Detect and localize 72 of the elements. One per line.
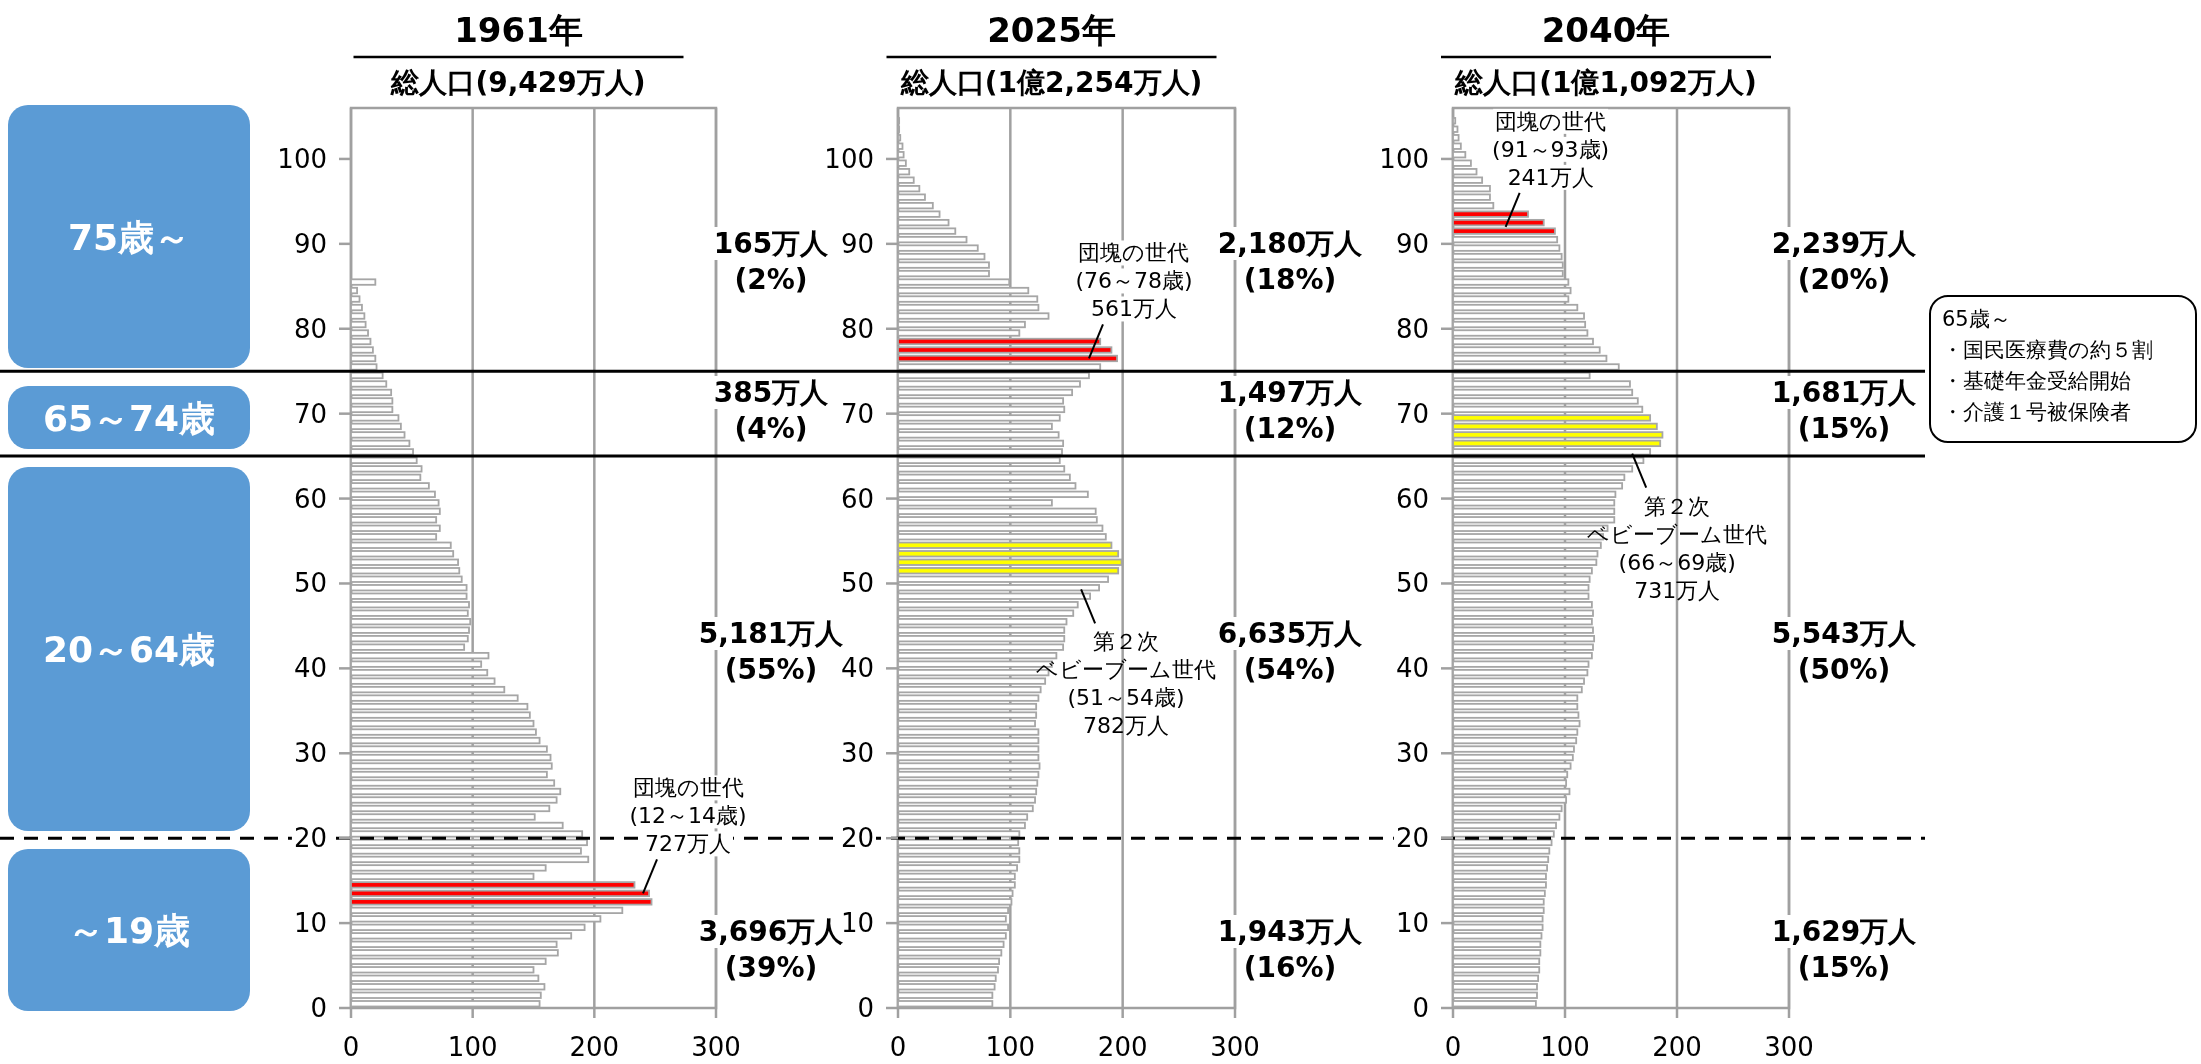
y-tick-label: 30 — [293, 738, 327, 769]
y-tick-label: 100 — [1379, 143, 1429, 174]
y-tick-label: 70 — [1395, 398, 1429, 429]
chart-title: 2040年 — [1541, 10, 1671, 50]
x-tick-label: 100 — [447, 1032, 498, 1062]
y-tick-label: 10 — [1395, 908, 1429, 939]
y-tick-label: 50 — [293, 568, 327, 599]
y-tick-label: 90 — [840, 228, 874, 259]
x-tick-label: 0 — [1444, 1032, 1462, 1062]
annotation: 385万人 (4%) — [713, 376, 830, 445]
x-tick-label: 300 — [1764, 1032, 1814, 1062]
x-tick-label: 300 — [1210, 1032, 1260, 1062]
y-tick-label: 10 — [293, 908, 327, 939]
x-tick-label: 100 — [985, 1032, 1036, 1062]
annotation: 第２次ベビーブーム世代 (51～54歳) 782万人 — [1036, 629, 1217, 739]
chart-subtitle: 総人口(1億2,254万人) — [899, 66, 1203, 99]
y-tick-label: 20 — [293, 823, 327, 854]
annotation: 5,543万人 (50%) — [1771, 617, 1918, 686]
annotation: 1,943万人 (16%) — [1217, 915, 1364, 984]
y-tick-label: 70 — [840, 398, 874, 429]
y-tick-label: 70 — [293, 398, 327, 429]
text: 75歳～ — [67, 216, 191, 258]
y-tick-label: 40 — [1395, 653, 1429, 684]
annotation: 1,681万人 (15%) — [1771, 376, 1918, 445]
chart-title: 1961年 — [454, 10, 583, 50]
x-tick-label: 0 — [889, 1032, 907, 1062]
y-tick-label: 60 — [1395, 483, 1429, 514]
y-tick-label: 90 — [1395, 228, 1429, 259]
annotation: 団塊の世代 (12～14歳) 727万人 — [629, 775, 747, 857]
text: ・国民医療費の約５割 — [1942, 338, 2153, 362]
annotation: 6,635万人 (54%) — [1217, 617, 1364, 686]
chart-title: 2025年 — [987, 10, 1116, 50]
annotation: 団塊の世代 (76～78歳) 561万人 — [1075, 240, 1193, 322]
y-tick-label: 20 — [1395, 823, 1429, 854]
annotation: 団塊の世代 (91～93歳) 241万人 — [1492, 108, 1610, 190]
chart-subtitle: 総人口(1億1,092万人) — [1454, 66, 1757, 99]
y-tick-label: 80 — [293, 313, 327, 344]
y-tick-label: 40 — [293, 653, 327, 684]
annotation: 1,629万人 (15%) — [1771, 915, 1918, 984]
annotation: 2,239万人 (20%) — [1771, 227, 1918, 296]
y-tick-label: 50 — [840, 568, 874, 599]
x-tick-label: 200 — [569, 1032, 620, 1062]
y-tick-label: 60 — [840, 483, 874, 514]
y-tick-label: 20 — [840, 823, 874, 854]
annotation: 2,180万人 (18%) — [1217, 227, 1364, 296]
text: 65歳～ — [1942, 307, 2011, 331]
y-tick-label: 100 — [824, 143, 874, 174]
annotation: 165万人 (2%) — [713, 227, 830, 296]
y-tick-label: 50 — [1395, 568, 1429, 599]
text: 20～64歳 — [42, 629, 216, 670]
y-tick-label: 0 — [857, 993, 874, 1023]
text: ・介護１号被保険者 — [1942, 400, 2131, 424]
annotation: 第２次ベビーブーム世代 (66～69歳) 731万人 — [1587, 493, 1768, 603]
annotation: 1,497万人 (12%) — [1217, 376, 1364, 445]
y-tick-label: 0 — [310, 993, 327, 1023]
x-tick-label: 300 — [691, 1032, 741, 1062]
y-tick-label: 80 — [1395, 313, 1429, 344]
y-tick-label: 60 — [293, 483, 327, 514]
text: 65～74歳 — [42, 397, 216, 439]
x-tick-label: 200 — [1652, 1032, 1702, 1062]
chart-subtitle: 総人口(9,429万人) — [390, 66, 646, 99]
text: ・基礎年金受給開始 — [1942, 369, 2131, 393]
text: ～19歳 — [67, 910, 191, 951]
x-tick-label: 200 — [1097, 1032, 1148, 1062]
x-tick-label: 0 — [342, 1032, 360, 1062]
y-tick-label: 30 — [1395, 738, 1429, 769]
y-tick-label: 80 — [840, 313, 874, 344]
x-tick-label: 100 — [1540, 1032, 1590, 1062]
y-tick-label: 100 — [277, 143, 327, 174]
y-tick-label: 0 — [1412, 993, 1429, 1023]
y-tick-label: 90 — [293, 228, 327, 259]
y-tick-label: 30 — [840, 738, 874, 769]
